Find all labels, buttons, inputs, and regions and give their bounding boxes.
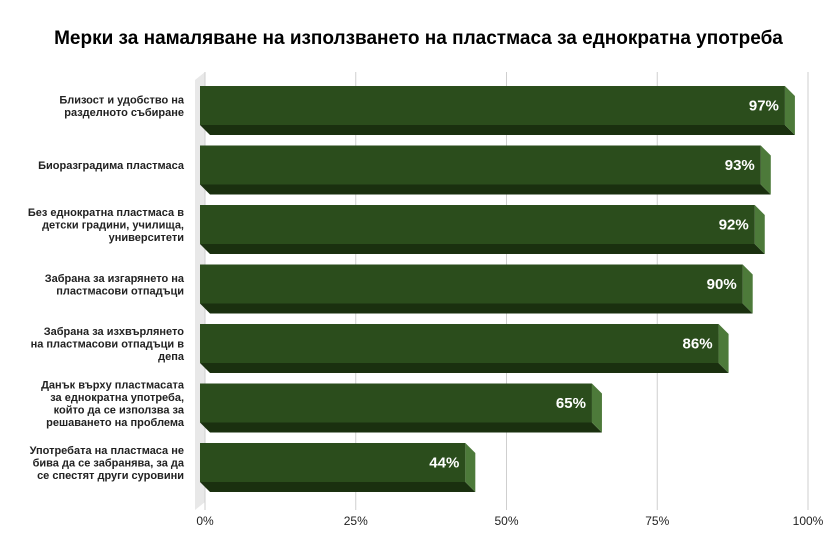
value-label: 86% [683,336,713,353]
value-label: 44% [429,455,459,472]
bar-end-face [754,205,765,254]
category-label-line: на пластмасови отпадъци в [31,339,185,351]
bar-end-face [591,383,602,433]
bar [200,86,785,125]
category-label-line: Близост и удобство на [59,94,185,106]
bar-bottom-face [200,125,795,135]
category-label-line: Биоразградима пластмаса [38,160,185,172]
bar [200,443,466,482]
bar-end-face [760,145,771,195]
category-label-line: Употребата на пластмаса не [30,445,184,457]
category-label-line: разделното събиране [64,107,184,119]
bar [200,264,743,304]
value-label: 90% [707,276,737,293]
x-tick-label: 100% [793,514,824,528]
bar-bottom-face [200,244,765,254]
category-label-line: университети [109,232,184,244]
category-label-line: депа [158,351,185,363]
value-label: 97% [749,98,779,115]
bar-bottom-face [200,184,771,195]
x-tick-label: 0% [196,514,214,528]
bar-bottom-face [200,482,476,492]
value-label: 65% [556,395,586,412]
category-label: Без еднократна пластмаса в детски градини… [28,207,184,244]
category-label: Забрана за изгарянето на пластмасови отпа… [45,273,185,298]
value-label: 93% [725,157,755,174]
category-label-line: детски градини, училища, [42,220,184,232]
x-tick-label: 25% [344,514,368,528]
category-label-line: за еднократна употреба, [50,392,184,404]
bar-end-face [718,324,729,373]
category-label-line: пластмасови отпадъци [56,285,184,297]
category-label-line: Без еднократна пластмаса в [28,207,184,219]
bar [200,145,761,185]
category-label-line: Данък върху пластмасата [41,379,185,391]
bar [200,324,719,363]
value-label: 92% [719,217,749,234]
category-label-line: се спестят други суровини [37,470,184,482]
bar-bottom-face [200,422,602,433]
category-label-line: който да се използва за [54,404,185,416]
category-label: Близост и удобство на разделното събиране [59,94,185,119]
category-label-line: Забрана за изхвърлянето [44,326,185,338]
category-label: Употребата на пластмаса не бива да се заб… [30,445,185,482]
chart-title: Мерки за намаляване на използването на п… [54,28,783,49]
bar [200,205,755,244]
bar-end-face [742,264,753,314]
category-label: Данък върху пластмасата за еднократна упо… [41,379,185,429]
bar-bottom-face [200,303,753,314]
category-label-line: решаването на проблема [46,417,185,429]
category-label-line: Забрана за изгарянето на [45,273,185,285]
bar-end-face [465,443,476,492]
bar-layer [200,86,795,492]
category-label-line: бива да се забранява, за да [33,458,185,470]
label-layer: 0% 25% 50% 75% 100%97%Близост и удобство на р… [28,94,824,528]
bar [200,383,592,423]
bar-end-face [784,86,795,135]
category-label: Биоразградима пластмаса [38,160,185,172]
x-tick-label: 50% [494,514,518,528]
category-label: Забрана за изхвърлянето на пластмасови от… [31,326,185,363]
bar-bottom-face [200,363,729,373]
x-tick-label: 75% [645,514,669,528]
